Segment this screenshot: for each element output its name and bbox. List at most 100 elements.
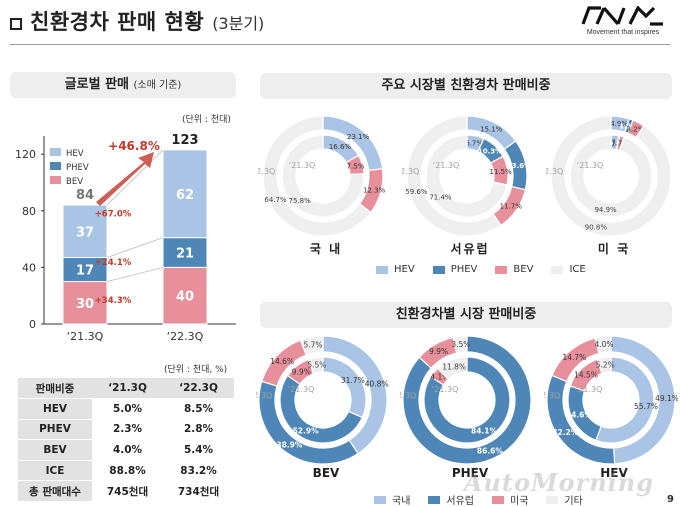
donut-period-label: ‘21.3Q [577, 161, 604, 170]
y-tick-label: 80 [22, 205, 36, 218]
logo-tagline: Movement that inspires [586, 29, 660, 36]
donut-slice-label: 6.7% [465, 139, 483, 147]
legend-label: PHEV [450, 264, 478, 275]
connector-line [106, 237, 164, 258]
table-row: BEV 4.0% 5.4% [18, 439, 234, 461]
global-sales-title: 글로벌 판매 [64, 77, 129, 92]
donut-slice-국내 [595, 356, 655, 444]
donut-period-label: ‘22.3Q [544, 391, 560, 400]
legend-item-hev: HEV [376, 264, 415, 275]
growth-arrow-icon [96, 152, 154, 206]
donut-slice-label: 32.2% [552, 428, 579, 437]
connector-line [106, 149, 164, 206]
donut-slice-label: 16.6% [329, 143, 352, 151]
bar-segment-phev [162, 237, 208, 268]
donut-slice-기타 [594, 336, 612, 355]
donut-chart-us: 4.9%1.1%3.2%90.8%‘22.3Q3.1%0.3%1.7%94.9%… [546, 115, 672, 237]
legend-label: ICE [569, 264, 586, 275]
y-tick-label: 120 [15, 148, 36, 161]
donut-period-label: ‘21.3Q [576, 385, 603, 394]
bar-value-label: 62 [176, 188, 194, 203]
global-sales-bar-chart: 0 40 80 120 30 17 37 84 ‘21.3Q 40 21 62 123 ‘22.3Q +34… [15, 133, 236, 343]
growth-label-phev: +24.1% [95, 258, 132, 268]
donut-slice-label: 1.1% [619, 123, 638, 131]
header-divider [10, 44, 670, 45]
region-label-western-europe: 서유럽 [450, 242, 490, 256]
bar-segment-hev [162, 149, 208, 239]
donut-slice-ICE [406, 115, 502, 237]
donut-slice-기타 [596, 356, 612, 375]
donut-slice-label: 11.8% [442, 362, 466, 371]
donut-slice-label: 1.7% [611, 140, 629, 148]
growth-label-bev: +34.3% [95, 296, 132, 306]
legend-item-phev: PHEV [432, 264, 478, 275]
table-row-label: PHEV [18, 419, 92, 441]
legend-label: 서유럽 [446, 496, 475, 507]
donut-slice-label: 24.6% [566, 411, 593, 420]
donut-period-label: ‘21.3Q [432, 385, 459, 394]
legend-swatch [376, 265, 388, 274]
region-label-us: 미 국 [597, 242, 631, 256]
donut-chart-western-europe: 15.1% 13.6% 11.7% 59.6% ‘22.3Q 6.7%10.3% 11.5%… [402, 115, 531, 237]
kia-logo-icon [581, 6, 663, 26]
donut-slice-label: 14.6% [270, 357, 294, 366]
table-cell: 2.8% [163, 419, 234, 441]
legend-swatch [428, 495, 441, 504]
donut-chart-phev: 86.6% 9.9%3.5% ‘22.3Q 84.1% 4.1% 11.8% ‘21.3Q [400, 336, 532, 464]
donut-slice-ICE [550, 115, 672, 237]
type-share-title: 친환경차별 시장 판매비중 [395, 307, 537, 322]
donut-slice-label: 52.9% [293, 426, 320, 435]
legend-label: 국내 [392, 496, 411, 507]
donut-slice-label: 31.7% [341, 376, 365, 385]
donut-slice-ICE [425, 134, 508, 218]
donut-slice-label: 14.7% [562, 353, 586, 362]
table-row-label: HEV [18, 398, 92, 420]
market-share-header: 주요 시장별 친환경차 판매비중 [260, 73, 672, 99]
y-tick-label: 40 [22, 261, 36, 274]
donut-slice-기타 [299, 336, 324, 356]
donut-period-label: ‘22.3Q [256, 391, 272, 400]
donut-slice-label: 4.0% [594, 340, 613, 349]
bar-chart-unit: (단위 : 천대) [182, 115, 231, 125]
donut-slice-ICE [262, 115, 372, 237]
donut-chart-bev: 40.8% 38.9% 14.6% 5.7% ‘22.3Q 31.7% 52.9% 9.9%5… [256, 336, 389, 464]
donut-slice-label: 15.1% [480, 125, 503, 133]
table-cell: 4.0% [92, 439, 163, 461]
table-cell: 83.2% [163, 460, 234, 482]
chart-legend-label: HEV [66, 149, 84, 159]
donut-period-label: ‘22.3Q [402, 167, 419, 176]
donut-slice-label: 13.6% [507, 162, 531, 170]
legend-swatch [546, 495, 559, 504]
bar-value-label: 37 [76, 225, 94, 240]
donut-slice-label: 3.2% [626, 125, 644, 133]
table-cell: 734천대 [163, 480, 234, 503]
table-row: ICE 88.8% 83.2% [18, 460, 234, 482]
legend-label: HEV [394, 264, 415, 275]
table-cell: 745천대 [92, 480, 163, 503]
donut-slice-label: 11.7% [500, 202, 523, 210]
chart-legend-label: BEV [66, 177, 83, 187]
donut-slice-서유럽 [279, 374, 364, 444]
growth-label-hev: +67.0% [95, 210, 132, 220]
legend-label: 미국 [510, 496, 529, 507]
chart-legend-swatch [50, 176, 61, 184]
y-tick-label: 0 [29, 318, 36, 331]
donut-period-label: ‘21.3Q [289, 161, 316, 170]
page-subtitle: (3분기) [212, 14, 265, 33]
chart-legend-swatch [50, 162, 61, 170]
legend-label: BEV [513, 264, 534, 275]
page-number: 9 [667, 494, 674, 505]
table-row-label: ICE [18, 460, 92, 482]
table-header-cell: ‘22.3Q [163, 378, 234, 400]
donut-slice-label: 84.1% [471, 427, 498, 436]
donut-slice-서유럽 [402, 336, 532, 464]
table-row: 총 판매대수 745천대 734천대 [18, 480, 234, 503]
legend-item-ice: ICE [551, 264, 586, 275]
donut-period-label: ‘22.3Q [546, 167, 563, 176]
table-cell: 5.4% [163, 439, 234, 461]
donut-slice-label: 86.6% [477, 447, 504, 456]
donut-slice-기타 [437, 356, 468, 381]
global-sales-note: (소매 기준) [133, 80, 182, 91]
donut-slice-label: 75.8% [289, 197, 312, 205]
total-growth-label: +46.8% [108, 139, 160, 153]
